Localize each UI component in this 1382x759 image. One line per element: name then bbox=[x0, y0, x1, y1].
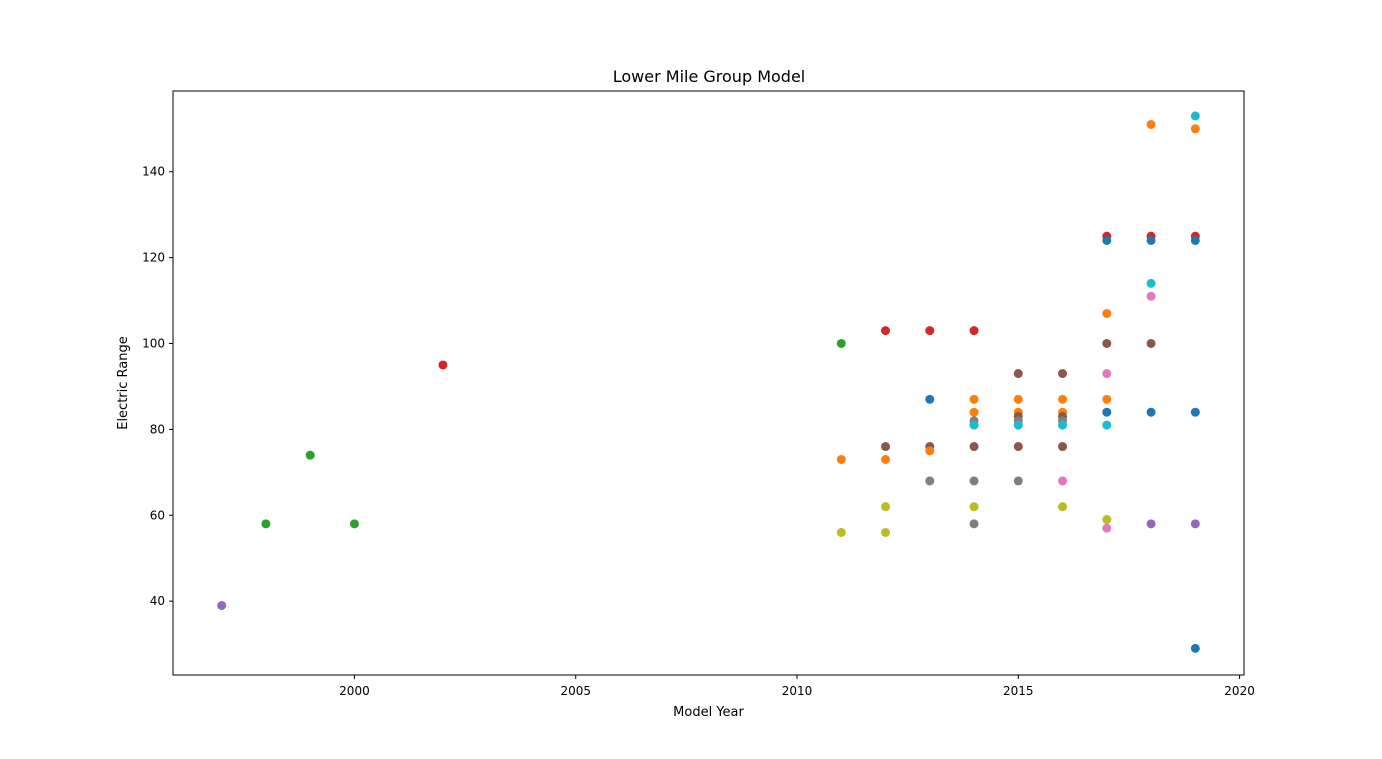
data-point bbox=[1102, 420, 1112, 430]
data-point bbox=[1102, 308, 1112, 318]
data-points bbox=[217, 111, 1200, 653]
data-point bbox=[1058, 369, 1068, 379]
data-point bbox=[881, 442, 891, 452]
data-point bbox=[1190, 643, 1200, 653]
y-axis-ticks: 40 60 80 100 120 140 bbox=[142, 165, 173, 608]
x-tick-label: 2000 bbox=[339, 684, 370, 698]
data-point bbox=[1058, 502, 1068, 512]
data-point bbox=[261, 519, 271, 529]
data-point bbox=[1146, 519, 1156, 529]
data-point bbox=[1058, 420, 1068, 430]
x-axis-ticks: 2000 2005 2010 2015 2020 bbox=[339, 675, 1255, 698]
data-point bbox=[836, 454, 846, 464]
data-point bbox=[1146, 119, 1156, 129]
y-tick-label: 140 bbox=[142, 165, 165, 179]
data-point bbox=[969, 420, 979, 430]
data-point bbox=[1058, 394, 1068, 404]
data-point bbox=[1013, 369, 1023, 379]
data-point bbox=[836, 338, 846, 348]
data-point bbox=[925, 394, 935, 404]
y-tick-label: 100 bbox=[142, 336, 165, 350]
data-point bbox=[881, 454, 891, 464]
data-point bbox=[1058, 442, 1068, 452]
chart-title: Lower Mile Group Model bbox=[613, 67, 805, 86]
data-point bbox=[881, 326, 891, 336]
x-axis-label: Model Year bbox=[673, 705, 744, 720]
data-point bbox=[969, 502, 979, 512]
y-tick-label: 60 bbox=[150, 508, 165, 522]
data-point bbox=[217, 600, 227, 610]
x-tick-label: 2015 bbox=[1003, 684, 1034, 698]
data-point bbox=[1102, 394, 1112, 404]
data-point bbox=[1190, 111, 1200, 121]
data-point bbox=[438, 360, 448, 370]
data-point bbox=[881, 527, 891, 537]
data-point bbox=[925, 326, 935, 336]
y-tick-label: 120 bbox=[142, 251, 165, 265]
data-point bbox=[969, 394, 979, 404]
data-point bbox=[969, 442, 979, 452]
data-point bbox=[1102, 515, 1112, 525]
data-point bbox=[1013, 442, 1023, 452]
data-point bbox=[969, 476, 979, 486]
data-point bbox=[1013, 476, 1023, 486]
data-point bbox=[1013, 420, 1023, 430]
data-point bbox=[1146, 278, 1156, 288]
data-point bbox=[969, 407, 979, 417]
data-point bbox=[1146, 407, 1156, 417]
data-point bbox=[925, 476, 935, 486]
data-point bbox=[881, 502, 891, 512]
axes-frame bbox=[172, 90, 1245, 676]
data-point bbox=[1190, 124, 1200, 134]
x-tick-label: 2005 bbox=[560, 684, 591, 698]
data-point bbox=[1190, 235, 1200, 245]
data-point bbox=[836, 527, 846, 537]
data-point bbox=[925, 446, 935, 456]
data-point bbox=[1146, 235, 1156, 245]
data-point bbox=[1146, 291, 1156, 301]
data-point bbox=[1102, 369, 1112, 379]
data-point bbox=[1102, 338, 1112, 348]
x-tick-label: 2010 bbox=[782, 684, 813, 698]
x-tick-label: 2020 bbox=[1224, 684, 1255, 698]
data-point bbox=[969, 326, 979, 336]
y-tick-label: 40 bbox=[150, 594, 165, 608]
data-point bbox=[1013, 394, 1023, 404]
data-point bbox=[1058, 476, 1068, 486]
data-point bbox=[349, 519, 359, 529]
data-point bbox=[1102, 235, 1112, 245]
data-point bbox=[1102, 407, 1112, 417]
y-axis-label: Electric Range bbox=[116, 336, 131, 430]
data-point bbox=[1190, 519, 1200, 529]
data-point bbox=[1102, 523, 1112, 533]
data-point bbox=[305, 450, 315, 460]
data-point bbox=[1146, 338, 1156, 348]
data-point bbox=[1190, 407, 1200, 417]
y-tick-label: 80 bbox=[150, 422, 165, 436]
data-point bbox=[969, 519, 979, 529]
